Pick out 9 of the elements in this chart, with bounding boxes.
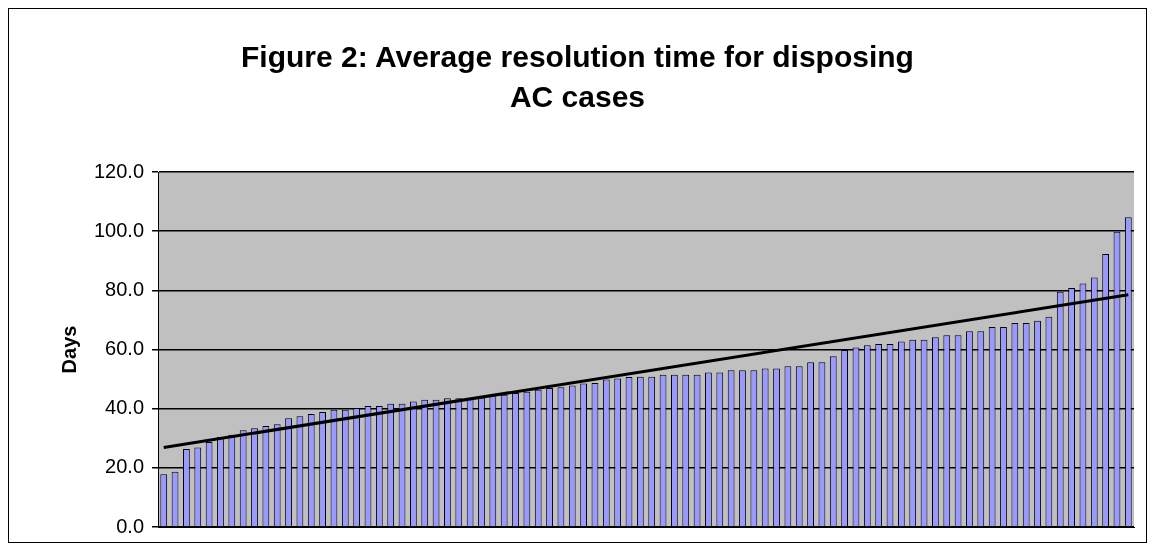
y-tick-label: 60.0 [105,337,145,360]
y-tick-label: 20.0 [105,455,145,478]
y-tick-label: 40.0 [105,396,145,419]
y-axis-title: Days [57,325,80,374]
chart-title: Figure 2: Average resolution time for disposing AC cases [240,39,915,115]
y-tick-label: 100.0 [93,218,145,241]
y-tick-label: 0.0 [116,514,145,537]
y-tick-label: 80.0 [105,277,145,300]
y-tick-label: 120.0 [93,159,145,182]
